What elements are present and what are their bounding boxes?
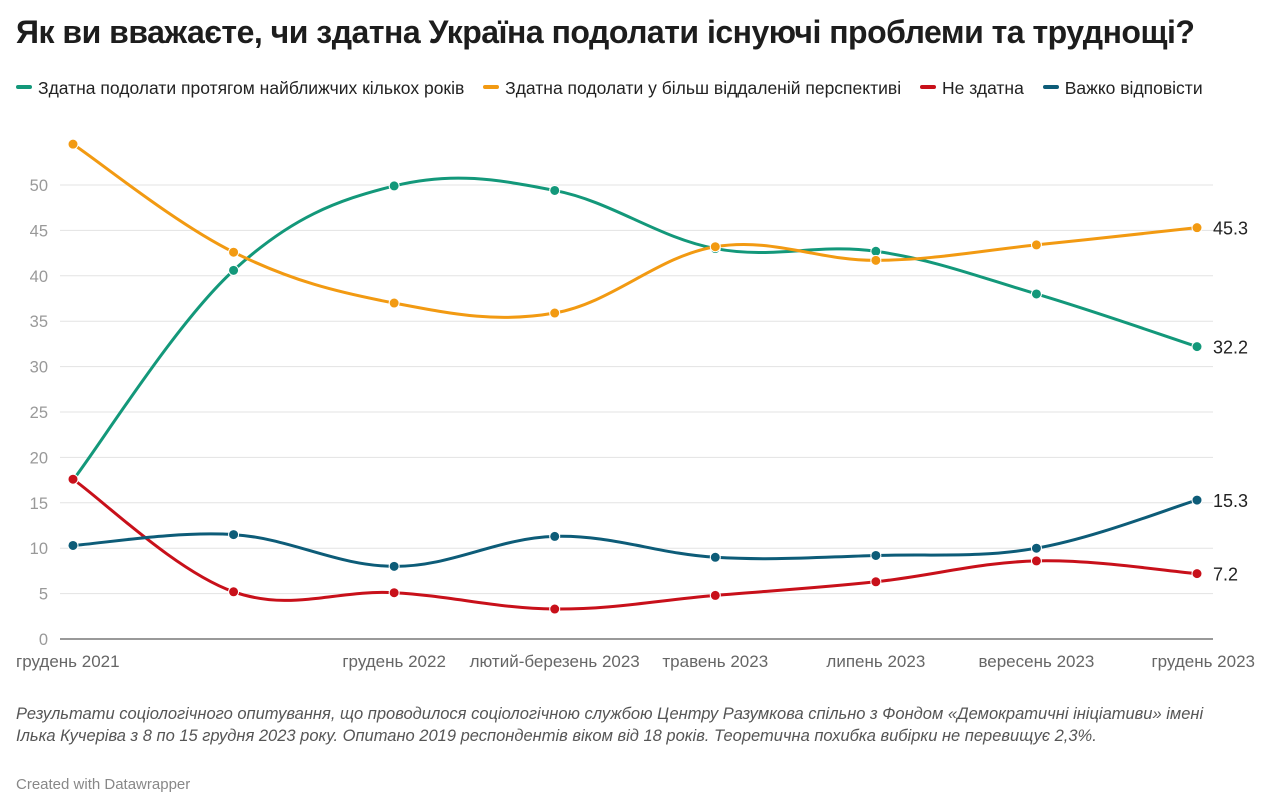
series-line-0 bbox=[71, 176, 1198, 482]
x-tick-label: грудень 2022 bbox=[342, 652, 446, 671]
data-point bbox=[1030, 555, 1042, 567]
legend-item: Не здатна bbox=[919, 78, 1024, 98]
data-point bbox=[228, 586, 240, 598]
y-tick-label: 0 bbox=[39, 631, 48, 649]
chart-title: Як ви вважаєте, чи здатна Україна подола… bbox=[16, 14, 1195, 50]
legend-item: Важко відповісти bbox=[1042, 78, 1203, 98]
y-tick-label: 20 bbox=[30, 449, 48, 467]
series-line-3 bbox=[72, 498, 1198, 568]
data-point bbox=[709, 551, 721, 563]
data-point bbox=[1030, 288, 1042, 300]
data-point bbox=[870, 549, 882, 561]
data-point bbox=[870, 254, 882, 266]
data-point bbox=[228, 264, 240, 276]
x-tick-label: лютий-березень 2023 bbox=[470, 652, 640, 671]
data-point bbox=[388, 560, 400, 572]
chart-notes: Результати соціологічного опитування, що… bbox=[16, 705, 1204, 745]
data-point bbox=[870, 576, 882, 588]
data-point bbox=[67, 473, 79, 485]
data-point bbox=[1030, 239, 1042, 251]
series-line-1 bbox=[72, 142, 1198, 319]
end-value-label: 7.2 bbox=[1213, 565, 1238, 585]
legend-label: Важко відповісти bbox=[1064, 78, 1203, 98]
data-point bbox=[67, 539, 79, 551]
y-tick-label: 35 bbox=[30, 313, 48, 331]
x-tick-label: грудень 2021 bbox=[16, 652, 120, 671]
y-tick-label: 50 bbox=[30, 177, 48, 195]
end-value-label: 32.2 bbox=[1213, 338, 1248, 358]
x-tick-label: травень 2023 bbox=[662, 652, 768, 671]
legend-swatch bbox=[1042, 85, 1059, 90]
data-point bbox=[709, 241, 721, 253]
credit: Created with Datawrapper bbox=[16, 776, 191, 793]
x-tick-label: грудень 2023 bbox=[1151, 652, 1255, 671]
legend: Здатна подолати протягом найближчих кіль… bbox=[16, 74, 1266, 103]
data-point bbox=[1191, 222, 1203, 234]
data-point bbox=[67, 138, 79, 150]
data-point bbox=[549, 530, 561, 542]
data-point bbox=[870, 245, 882, 257]
y-tick-label: 10 bbox=[30, 540, 48, 558]
y-tick-label: 40 bbox=[30, 268, 48, 286]
end-value-label: 45.3 bbox=[1213, 219, 1248, 239]
data-point bbox=[1191, 494, 1203, 506]
data-point bbox=[549, 603, 561, 615]
end-value-label: 15.3 bbox=[1213, 491, 1248, 511]
data-point bbox=[228, 246, 240, 258]
legend-label: Здатна подолати протягом найближчих кіль… bbox=[38, 78, 465, 98]
data-point bbox=[388, 297, 400, 309]
data-point bbox=[388, 180, 400, 192]
legend-swatch bbox=[919, 85, 936, 90]
data-point bbox=[709, 589, 721, 601]
data-point bbox=[1030, 542, 1042, 554]
data-point bbox=[228, 529, 240, 541]
x-tick-label: липень 2023 bbox=[826, 652, 925, 671]
data-point bbox=[549, 184, 561, 196]
legend-label: Здатна подолати у більш віддаленій персп… bbox=[505, 78, 902, 98]
y-tick-label: 45 bbox=[30, 222, 48, 240]
y-tick-label: 15 bbox=[30, 495, 48, 513]
y-tick-label: 30 bbox=[30, 359, 48, 377]
legend-item: Здатна подолати у більш віддаленій персп… bbox=[483, 78, 901, 98]
y-tick-label: 25 bbox=[30, 404, 48, 422]
data-point bbox=[1191, 568, 1203, 580]
x-tick-label: вересень 2023 bbox=[978, 652, 1094, 671]
data-point bbox=[1191, 341, 1203, 353]
data-point bbox=[388, 587, 400, 599]
y-tick-label: 5 bbox=[39, 586, 48, 604]
data-point bbox=[549, 307, 561, 319]
legend-swatch bbox=[16, 85, 32, 90]
legend-label: Не здатна bbox=[941, 78, 1024, 98]
legend-item: Здатна подолати протягом найближчих кіль… bbox=[16, 78, 464, 98]
legend-swatch bbox=[483, 85, 500, 90]
